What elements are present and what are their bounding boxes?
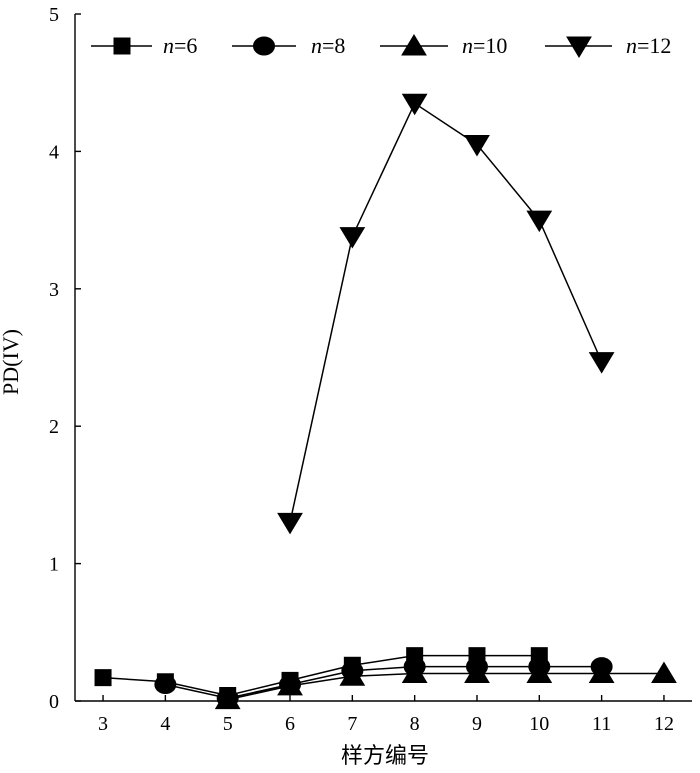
y-tick-label: 3 bbox=[49, 279, 59, 301]
legend-label: n=6 bbox=[163, 33, 197, 58]
legend-label-variable: n bbox=[462, 33, 473, 58]
y-tick-label: 4 bbox=[49, 141, 59, 163]
x-tick-label: 9 bbox=[472, 713, 482, 735]
data-point bbox=[526, 210, 553, 233]
x-tick-label: 7 bbox=[347, 713, 357, 735]
legend-label-value: =8 bbox=[322, 33, 345, 58]
x-tick-label: 12 bbox=[654, 713, 674, 735]
x-axis-label: 样方编号 bbox=[341, 743, 429, 768]
legend-item: n=6 bbox=[91, 33, 197, 58]
data-point bbox=[154, 675, 177, 695]
data-point bbox=[401, 661, 428, 684]
x-tick-label: 4 bbox=[160, 713, 170, 735]
series-layer bbox=[94, 93, 677, 710]
y-axis-label: PD(IV) bbox=[0, 329, 23, 395]
x-tick-label: 8 bbox=[410, 713, 420, 735]
data-point bbox=[651, 661, 677, 684]
legend: n=6 n=8 n=10 n=12 bbox=[91, 33, 671, 58]
x-tick-label: 10 bbox=[529, 713, 549, 735]
legend-item: n=10 bbox=[380, 33, 507, 58]
legend-marker bbox=[113, 37, 131, 55]
data-point bbox=[339, 227, 366, 249]
y-tick-label: 5 bbox=[49, 4, 59, 26]
data-point bbox=[277, 512, 303, 535]
legend-label-variable: n bbox=[626, 33, 637, 58]
data-point bbox=[401, 93, 428, 116]
data-point bbox=[464, 135, 490, 157]
x-tick-label: 3 bbox=[98, 713, 108, 735]
legend-label-value: =12 bbox=[637, 33, 671, 58]
data-point bbox=[277, 673, 303, 696]
legend-label-value: =6 bbox=[174, 33, 197, 58]
series-line bbox=[289, 102, 603, 523]
x-tick-label: 5 bbox=[223, 713, 233, 735]
x-tick-label: 11 bbox=[592, 713, 611, 735]
legend-item: n=12 bbox=[545, 33, 671, 58]
data-point bbox=[588, 661, 615, 684]
legend-label-variable: n bbox=[311, 33, 322, 58]
data-point bbox=[588, 352, 615, 374]
data-point bbox=[464, 661, 490, 684]
y-tick-label: 1 bbox=[49, 554, 59, 576]
x-tick-label: 6 bbox=[285, 713, 295, 735]
legend-label: n=8 bbox=[311, 33, 345, 58]
data-point bbox=[526, 661, 553, 684]
legend-marker bbox=[253, 36, 275, 56]
legend-label-value: =10 bbox=[473, 33, 507, 58]
legend-item: n=8 bbox=[232, 33, 345, 58]
data-point bbox=[94, 669, 112, 687]
legend-marker bbox=[401, 34, 427, 56]
y-tick-label: 2 bbox=[49, 416, 59, 438]
legend-label: n=12 bbox=[626, 33, 671, 58]
legend-label-variable: n bbox=[163, 33, 174, 58]
series-line bbox=[227, 672, 664, 701]
legend-marker bbox=[566, 36, 592, 58]
legend-label: n=10 bbox=[462, 33, 507, 58]
series-group bbox=[277, 93, 615, 535]
data-point bbox=[339, 664, 366, 686]
series-group bbox=[214, 661, 677, 710]
y-tick-label: 0 bbox=[49, 691, 59, 713]
